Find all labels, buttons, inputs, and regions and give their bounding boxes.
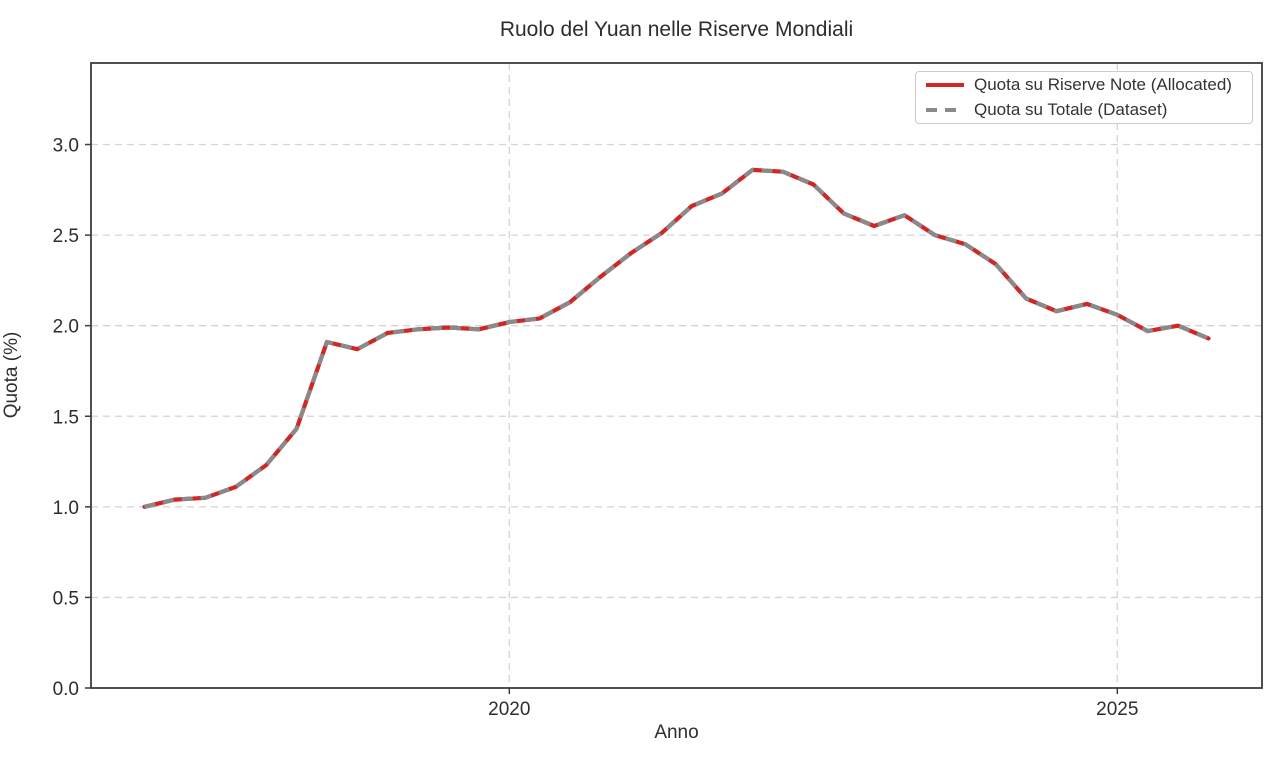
y-tick-label: 2.5 — [53, 226, 79, 247]
legend-item-allocated: Quota su Riserve Note (Allocated) — [926, 75, 1252, 95]
legend-item-dataset: Quota su Totale (Dataset) — [926, 100, 1252, 120]
red-solid-line-swatch — [926, 83, 964, 87]
y-tick-label: 2.0 — [53, 317, 79, 338]
y-tick-label: 1.0 — [53, 498, 79, 519]
legend: Quota su Riserve Note (Allocated) Quota … — [915, 71, 1253, 124]
gray-dashed-line-swatch — [926, 108, 964, 112]
x-axis-label: Anno — [654, 722, 699, 743]
legend-label: Quota su Totale (Dataset) — [974, 100, 1168, 119]
series-line-dataset — [144, 167, 1210, 509]
legend-label: Quota su Riserve Note (Allocated) — [974, 75, 1232, 94]
x-tick-label: 2020 — [488, 699, 530, 720]
y-tick-label: 3.0 — [53, 136, 79, 157]
y-tick-label: 1.5 — [53, 407, 79, 428]
series-line-allocated — [142, 167, 1211, 509]
chart-title: Ruolo del Yuan nelle Riserve Mondiali — [499, 18, 854, 41]
y-tick-label: 0.5 — [53, 588, 79, 609]
y-tick-label: 0.0 — [53, 679, 79, 700]
axes-spines — [90, 62, 1263, 689]
x-tick-label: 2025 — [1096, 699, 1138, 720]
